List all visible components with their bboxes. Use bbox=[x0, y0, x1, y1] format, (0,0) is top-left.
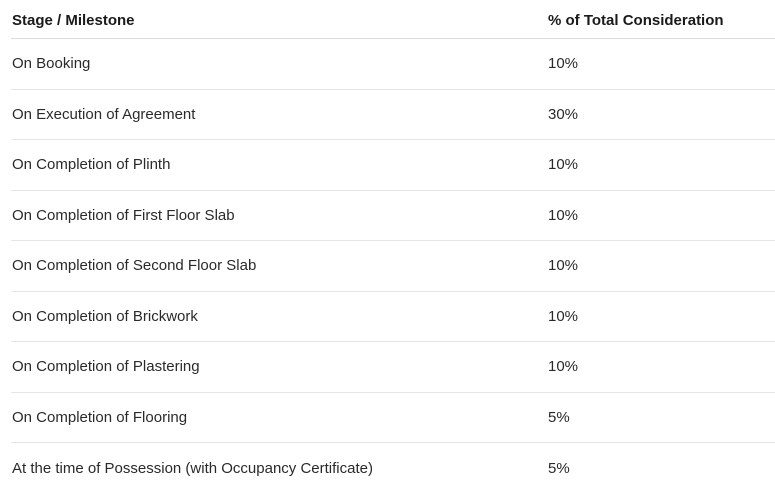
stage-cell: At the time of Possession (with Occupanc… bbox=[12, 459, 373, 477]
table-row: On Completion of Flooring 5% bbox=[11, 393, 775, 443]
percent-cell: 10% bbox=[548, 206, 579, 224]
stage-cell: On Booking bbox=[12, 55, 91, 73]
stage-cell: On Execution of Agreement bbox=[12, 105, 196, 123]
stage-cell: On Completion of Brickwork bbox=[12, 307, 198, 325]
percent-cell: 30% bbox=[548, 105, 579, 123]
table-row: On Completion of Brickwork 10% bbox=[11, 292, 775, 342]
percent-cell: 10% bbox=[548, 257, 579, 275]
table-row: On Execution of Agreement 30% bbox=[11, 90, 775, 140]
percent-cell: 5% bbox=[548, 408, 570, 426]
percent-cell: 10% bbox=[548, 156, 579, 174]
stage-cell: On Completion of Plinth bbox=[12, 156, 171, 174]
table-row: On Completion of Plinth 10% bbox=[11, 140, 775, 191]
table-row: On Completion of First Floor Slab 10% bbox=[11, 191, 775, 241]
stage-cell: On Completion of Flooring bbox=[12, 408, 188, 426]
percent-cell: 10% bbox=[548, 358, 579, 376]
header-percent-consideration: % of Total Consideration bbox=[548, 11, 724, 29]
table-row: On Completion of Second Floor Slab 10% bbox=[11, 241, 775, 292]
table-header-row: Stage / Milestone % of Total Considerati… bbox=[11, 0, 775, 39]
stage-cell: On Completion of Plastering bbox=[12, 358, 200, 376]
table-row: On Booking 10% bbox=[11, 39, 775, 90]
percent-cell: 10% bbox=[548, 55, 579, 73]
table-row: At the time of Possession (with Occupanc… bbox=[11, 443, 775, 494]
header-stage-milestone: Stage / Milestone bbox=[12, 11, 135, 29]
table-row: On Completion of Plastering 10% bbox=[11, 342, 775, 393]
stage-cell: On Completion of First Floor Slab bbox=[12, 206, 235, 224]
stage-cell: On Completion of Second Floor Slab bbox=[12, 257, 257, 275]
percent-cell: 10% bbox=[548, 307, 579, 325]
percent-cell: 5% bbox=[548, 459, 570, 477]
